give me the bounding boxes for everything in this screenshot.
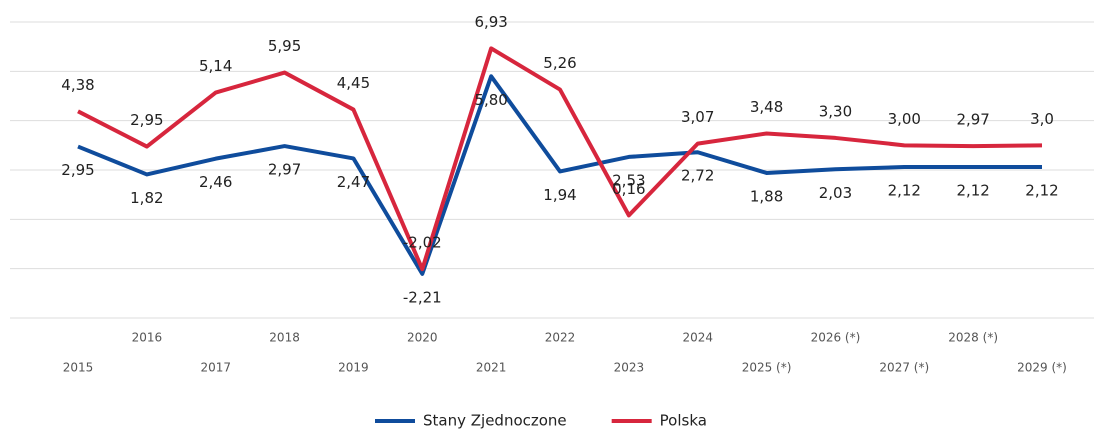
data-label: 2,97 <box>268 161 301 179</box>
data-label: 3,00 <box>888 110 921 128</box>
data-label: 1,94 <box>543 186 576 204</box>
data-label: 5,95 <box>268 37 301 55</box>
x-tick-label: 2016 <box>132 331 163 345</box>
data-label: 2,53 <box>612 171 645 189</box>
data-label: 2,95 <box>61 161 94 179</box>
data-label: 5,26 <box>543 54 576 72</box>
data-label: 2,12 <box>1025 182 1058 200</box>
data-label: 2,03 <box>819 184 852 202</box>
data-label: 4,38 <box>61 76 94 94</box>
x-tick-label: 2020 <box>407 331 438 345</box>
x-tick-label: 2017 <box>200 361 231 375</box>
x-tick-label: 2023 <box>614 361 645 375</box>
data-label: -2,02 <box>403 234 442 252</box>
x-tick-label: 2024 <box>682 331 713 345</box>
data-label: 2,72 <box>681 167 714 185</box>
data-label: 1,82 <box>130 189 163 207</box>
data-label: 5,14 <box>199 57 232 75</box>
x-tick-label: 2022 <box>545 331 576 345</box>
data-label: 5,80 <box>474 91 507 109</box>
x-tick-label: 2019 <box>338 361 369 375</box>
data-label: 4,45 <box>337 74 370 92</box>
x-tick-label: 2025 (*) <box>742 361 792 375</box>
data-label: 2,47 <box>337 173 370 191</box>
data-label: -2,21 <box>403 288 442 306</box>
x-tick-label: 2028 (*) <box>948 331 998 345</box>
data-label: 3,30 <box>819 102 852 120</box>
x-tick-label: 2027 (*) <box>879 361 929 375</box>
data-label: 2,97 <box>956 111 989 129</box>
legend-label: Polska <box>660 412 707 430</box>
series-line <box>77 46 1043 272</box>
data-label: 2,95 <box>130 111 163 129</box>
x-tick-label: 2029 (*) <box>1017 361 1067 375</box>
series-line <box>77 74 1042 276</box>
data-label: 3,48 <box>750 98 783 116</box>
data-label: 0,16 <box>612 180 645 198</box>
data-label: 2,12 <box>888 182 921 200</box>
data-label: 2,46 <box>199 173 232 191</box>
x-tick-label: 2015 <box>63 361 94 375</box>
x-tick-label: 2026 (*) <box>811 331 861 345</box>
data-label: 1,88 <box>750 187 783 205</box>
data-label: 3,0 <box>1030 110 1054 128</box>
data-label: 2,12 <box>956 182 989 200</box>
x-tick-label: 2021 <box>476 361 507 375</box>
data-label: 6,93 <box>474 13 507 31</box>
x-tick-label: 2018 <box>269 331 300 345</box>
legend-label: Stany Zjednoczone <box>423 412 567 430</box>
data-label: 3,07 <box>681 108 714 126</box>
